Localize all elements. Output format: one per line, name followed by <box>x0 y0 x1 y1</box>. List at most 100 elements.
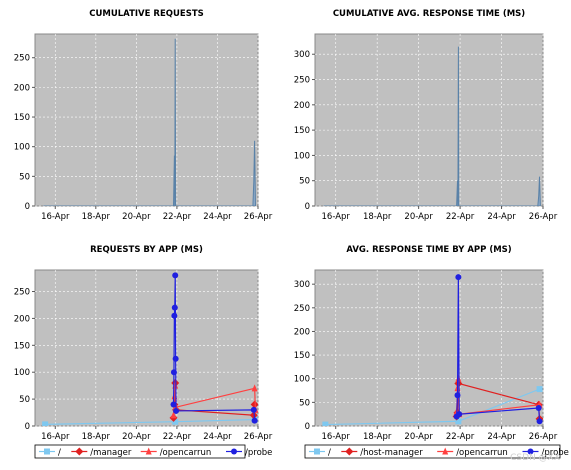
y-tick-label: 100 <box>294 151 310 161</box>
y-tick-label: 300 <box>294 50 310 60</box>
legend-swatch-marker <box>442 447 449 455</box>
x-tick-label: 22-Apr <box>446 432 475 442</box>
plot-area <box>314 269 544 427</box>
data-point <box>535 405 542 412</box>
avg-response-by-app-chart: AVG. RESPONSE TIME BY APP (MS) 0 50 100 150 2… <box>294 245 569 459</box>
x-tick-label: 26-Apr <box>529 212 558 222</box>
x-tick-label: 20-Apr <box>122 212 151 222</box>
data-point <box>42 421 49 426</box>
y-tick-label: 150 <box>14 113 30 123</box>
legend-label: /probe <box>542 448 569 458</box>
y-tick-label: 250 <box>294 76 310 86</box>
data-point <box>251 417 258 424</box>
data-point <box>172 418 179 425</box>
y-tick-label: 100 <box>294 375 310 385</box>
data-point <box>172 355 179 362</box>
legend-swatch-marker <box>75 447 84 456</box>
y-tick-label: 0 <box>305 422 310 432</box>
legend-label: /host-manager <box>360 448 423 458</box>
data-point <box>536 418 543 425</box>
y-tick-label: 150 <box>294 351 310 361</box>
y-tick-label: 300 <box>294 280 310 290</box>
y-tick-label: 0 <box>305 202 310 212</box>
chart-title: REQUESTS BY APP (MS) <box>90 245 203 255</box>
data-point <box>172 272 179 279</box>
y-tick-label: 100 <box>14 143 30 153</box>
x-tick-label: 16-Apr <box>41 212 70 222</box>
x-tick-label: 18-Apr <box>363 432 392 442</box>
x-tick-label: 18-Apr <box>82 212 111 222</box>
data-point <box>454 392 461 399</box>
x-tick-label: 26-Apr <box>244 212 273 222</box>
x-tick-label: 20-Apr <box>404 212 433 222</box>
y-tick-label: 0 <box>25 422 30 432</box>
data-point <box>171 312 178 319</box>
x-tick-label: 26-Apr <box>529 432 558 442</box>
data-point <box>455 274 462 281</box>
data-point <box>251 384 258 392</box>
requests-by-app-chart: REQUESTS BY APP (MS) 0 50 100 150 200 250 16-Ap… <box>14 245 273 459</box>
x-tick-label: 20-Apr <box>122 432 151 442</box>
y-tick-label: 50 <box>299 177 310 187</box>
data-point <box>250 400 258 409</box>
y-tick-label: 200 <box>294 101 310 111</box>
x-tick-label: 18-Apr <box>82 432 111 442</box>
y-tick-label: 250 <box>14 54 30 64</box>
legend-swatch-marker <box>314 448 320 455</box>
plot-area <box>314 33 544 207</box>
x-tick-label: 24-Apr <box>203 212 232 222</box>
y-tick-label: 0 <box>25 202 30 212</box>
data-point <box>456 411 463 418</box>
legend-label: /opencarrun <box>456 448 508 458</box>
y-tick-label: 50 <box>299 398 310 408</box>
data-point <box>322 421 329 426</box>
legend-swatch-marker <box>44 448 50 455</box>
x-tick-label: 22-Apr <box>163 432 192 442</box>
y-tick-label: 200 <box>14 314 30 324</box>
x-tick-label: 24-Apr <box>487 212 516 222</box>
legend-box <box>304 444 561 459</box>
legend-label: /manager <box>90 448 132 458</box>
x-tick-label: 24-Apr <box>487 432 516 442</box>
legend-box <box>34 444 246 459</box>
data-point <box>455 418 462 425</box>
y-tick-label: 150 <box>294 126 310 136</box>
legend-label: /probe <box>245 448 272 458</box>
cumulative-requests-chart: CUMULATIVE REQUESTS 0 50 100 150 200 250 16-Apr… <box>14 9 273 222</box>
legend-label: / <box>328 448 331 458</box>
data-point <box>170 411 177 419</box>
y-tick-label: 100 <box>14 368 30 378</box>
x-tick-label: 16-Apr <box>41 432 70 442</box>
y-tick-label: 250 <box>14 288 30 298</box>
x-tick-label: 16-Apr <box>322 432 351 442</box>
y-tick-label: 250 <box>294 304 310 314</box>
data-point <box>170 369 177 376</box>
legend-swatch-marker <box>231 448 237 455</box>
legend-swatch-marker <box>527 448 534 455</box>
data-point <box>171 304 178 311</box>
y-tick-label: 50 <box>19 172 30 182</box>
data-point <box>170 401 177 408</box>
chart-title: CUMULATIVE AVG. RESPONSE TIME (MS) <box>333 9 525 19</box>
legend-swatch-marker <box>345 447 354 456</box>
y-tick-label: 200 <box>14 83 30 93</box>
data-point <box>173 407 180 414</box>
data-point <box>455 374 462 382</box>
legend-label: /opencarrun <box>160 448 212 458</box>
plot-area <box>34 269 259 427</box>
x-tick-label: 20-Apr <box>404 432 433 442</box>
legend: / /manager/opencarrun/probe <box>34 444 272 459</box>
x-tick-label: 24-Apr <box>203 432 232 442</box>
cumulative-avg-response-chart: CUMULATIVE AVG. RESPONSE TIME (MS) 0 50 100… <box>294 9 558 222</box>
x-tick-label: 26-Apr <box>244 432 273 442</box>
x-tick-label: 16-Apr <box>322 212 351 222</box>
plot-area <box>34 33 259 207</box>
x-tick-label: 18-Apr <box>363 212 392 222</box>
data-point <box>536 386 543 393</box>
y-tick-label: 200 <box>294 327 310 337</box>
data-point <box>250 406 257 413</box>
chart-title: CUMULATIVE REQUESTS <box>89 9 203 19</box>
series-group <box>42 272 258 426</box>
y-tick-label: 50 <box>19 395 30 405</box>
